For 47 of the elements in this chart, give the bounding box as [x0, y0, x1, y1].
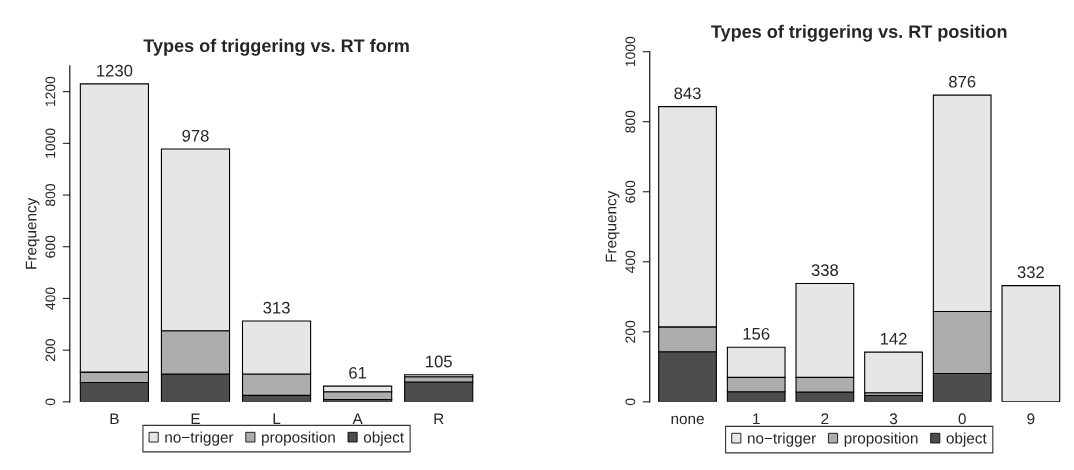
x-tick-label: R	[434, 413, 444, 425]
y-tick-label: 400	[625, 250, 636, 274]
total-label: 876	[949, 75, 976, 88]
total-label: 843	[674, 87, 701, 100]
y-tick-label: 600	[625, 180, 636, 203]
y-tick-label: 1000	[45, 128, 56, 158]
total-label: 332	[1017, 266, 1044, 279]
y-tick-label: 800	[625, 110, 636, 133]
total-label: 313	[263, 301, 290, 314]
legend-label: object	[363, 431, 404, 446]
y-axis-title: Frequency	[605, 190, 620, 262]
x-tick-label: L	[273, 413, 281, 425]
legend-label: proposition	[262, 431, 335, 446]
y-tick-label: 400	[45, 287, 56, 310]
y-tick-label: 200	[625, 320, 636, 343]
legend-label: no−trigger	[748, 432, 816, 447]
x-tick-label: 9	[1027, 413, 1035, 425]
x-tick-label: A	[352, 413, 363, 425]
total-label: 61	[349, 366, 367, 379]
bar	[1001, 285, 1061, 402]
y-tick-label: 0	[625, 398, 636, 406]
total-label: 105	[426, 355, 452, 368]
y-tick-label: 0	[45, 398, 56, 406]
x-tick-label: 1	[753, 413, 760, 425]
legend-label: no−trigger	[165, 431, 234, 446]
y-tick-label: 200	[45, 339, 56, 362]
x-tick-label: none	[671, 415, 704, 425]
x-tick-label: 0	[958, 413, 966, 425]
x-tick-label: E	[191, 413, 200, 425]
legend-label: object	[946, 432, 987, 447]
y-tick-label: 600	[45, 235, 56, 258]
total-label: 338	[811, 264, 839, 276]
bar	[864, 351, 923, 394]
legend-label: proposition	[844, 432, 918, 447]
y-tick-label: 1000	[625, 36, 636, 67]
chart-title: Types of triggering vs. RT position	[711, 24, 1007, 42]
y-tick-label: 1200	[45, 76, 56, 107]
total-label: 142	[880, 332, 907, 345]
total-label: 1230	[97, 64, 133, 77]
y-tick-label: 800	[45, 184, 56, 207]
chart-title: Types of triggering vs. RT form	[143, 38, 409, 56]
total-label: 156	[743, 327, 770, 340]
y-axis-title: Frequency	[25, 197, 40, 269]
total-label: 978	[182, 129, 209, 142]
x-tick-label: 3	[889, 413, 898, 425]
x-tick-label: B	[110, 413, 119, 425]
x-tick-label: 2	[821, 413, 829, 425]
